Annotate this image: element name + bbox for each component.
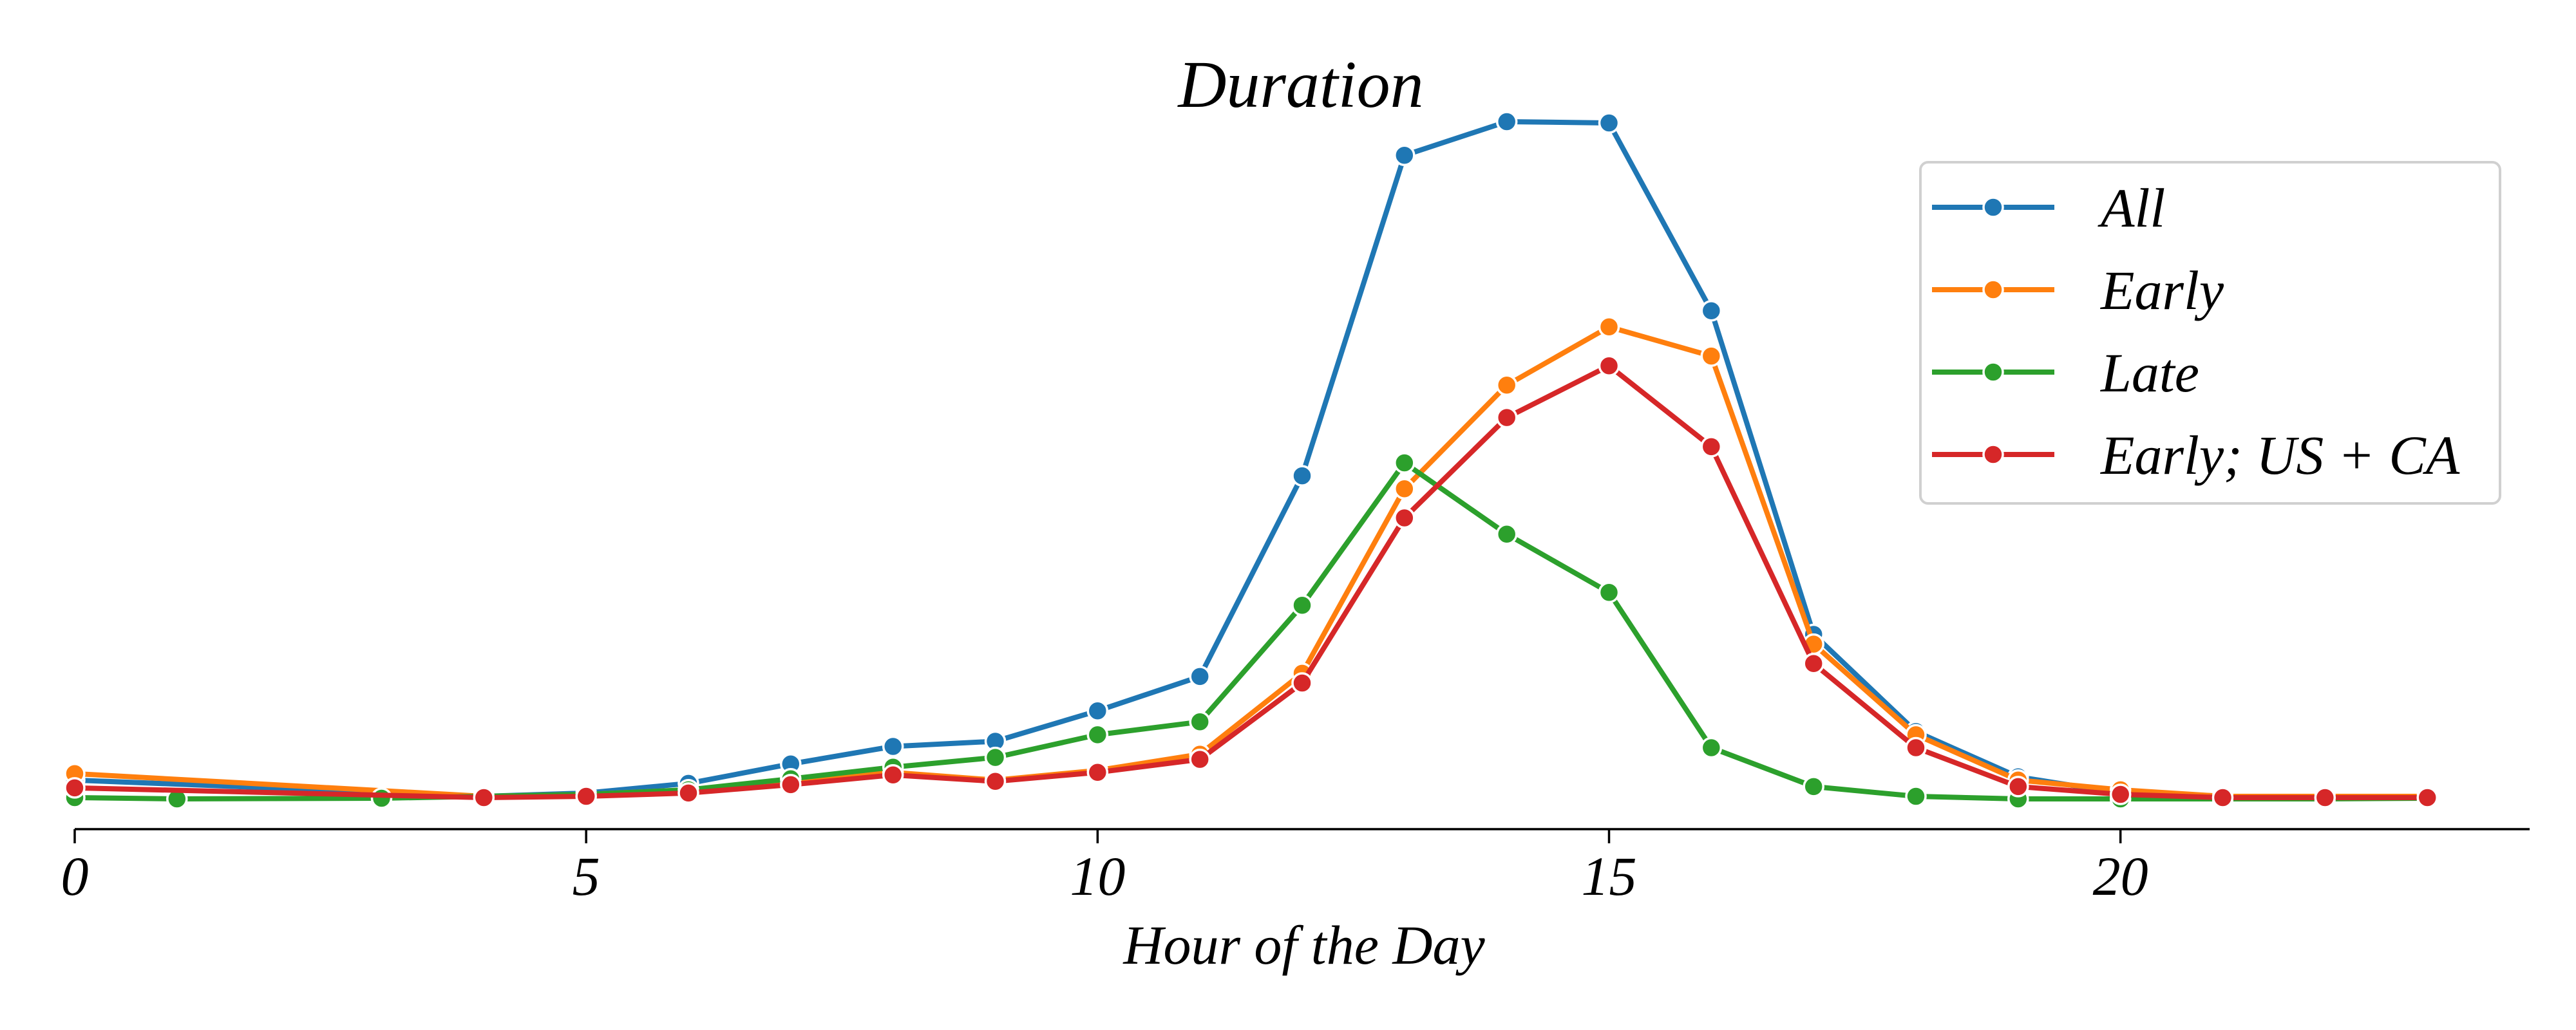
data-point <box>1700 299 1723 322</box>
legend-label: All <box>2098 177 2165 239</box>
plot-area <box>64 111 2438 810</box>
data-point <box>1189 711 1211 733</box>
legend-entry: Late <box>1932 342 2199 404</box>
legend: All Early Late Early; US + CA <box>1919 161 2501 505</box>
data-point <box>2109 783 2132 805</box>
legend-label: Early <box>2099 259 2224 321</box>
data-point <box>1598 581 1620 603</box>
data-point <box>2211 787 2234 809</box>
data-point <box>1905 785 1927 807</box>
data-point <box>780 774 802 796</box>
data-point <box>473 787 495 809</box>
legend-marker <box>1982 361 2004 383</box>
data-point <box>1086 724 1109 746</box>
data-point <box>882 735 904 758</box>
data-point <box>1700 345 1723 367</box>
x-axis-label: Hour of the Day <box>1122 914 1485 976</box>
legend-label: Early; US + CA <box>2099 424 2460 486</box>
data-point <box>1394 507 1416 529</box>
x-tick-label: 15 <box>1582 845 1637 907</box>
data-point <box>1086 700 1109 722</box>
data-point <box>1495 406 1518 429</box>
data-point <box>1598 112 1620 134</box>
data-point <box>984 746 1007 769</box>
series-line <box>72 460 2430 801</box>
x-tick-label: 10 <box>1070 845 1125 907</box>
data-point <box>575 785 597 807</box>
series-3 <box>64 452 2438 810</box>
data-point <box>1700 736 1723 759</box>
data-point <box>1598 316 1620 338</box>
x-axis: 0 5 10 15 20 <box>61 828 2530 907</box>
legend-entry: All <box>1932 177 2165 239</box>
legend-label: Late <box>2099 342 2199 404</box>
data-point <box>1803 776 1824 798</box>
x-tick-label: 0 <box>61 845 89 907</box>
legend-entry: Early; US + CA <box>1932 424 2460 486</box>
chart-title: Duration <box>1177 48 1423 122</box>
x-tick-label: 5 <box>573 845 600 907</box>
data-point <box>882 764 904 786</box>
data-point <box>2314 787 2336 809</box>
legend-marker <box>1982 196 2004 218</box>
data-point <box>370 787 393 809</box>
legend-marker <box>1982 444 2004 465</box>
data-point <box>1598 355 1620 377</box>
data-point <box>1495 374 1518 397</box>
legend-entry: Early <box>1932 259 2224 321</box>
data-point <box>1189 748 1211 771</box>
data-point <box>1291 465 1313 487</box>
x-tick-label: 20 <box>2093 845 2148 907</box>
data-point <box>1394 452 1416 474</box>
data-point <box>1495 111 1518 133</box>
data-point <box>1086 762 1109 783</box>
data-point <box>984 771 1007 792</box>
data-point <box>677 782 699 804</box>
data-point <box>1495 523 1518 545</box>
data-point <box>2007 776 2029 798</box>
data-point <box>64 777 86 799</box>
data-point <box>1189 666 1211 688</box>
data-point <box>1905 736 1927 759</box>
series-4 <box>64 355 2438 809</box>
data-point <box>2416 787 2438 809</box>
data-point <box>1291 594 1313 617</box>
legend-marker <box>1982 279 2004 301</box>
data-point <box>1394 478 1416 500</box>
data-point <box>1803 653 1824 675</box>
data-point <box>1700 436 1723 458</box>
data-point <box>1394 144 1416 167</box>
legend-box <box>1919 161 2501 505</box>
data-point <box>1291 672 1313 694</box>
